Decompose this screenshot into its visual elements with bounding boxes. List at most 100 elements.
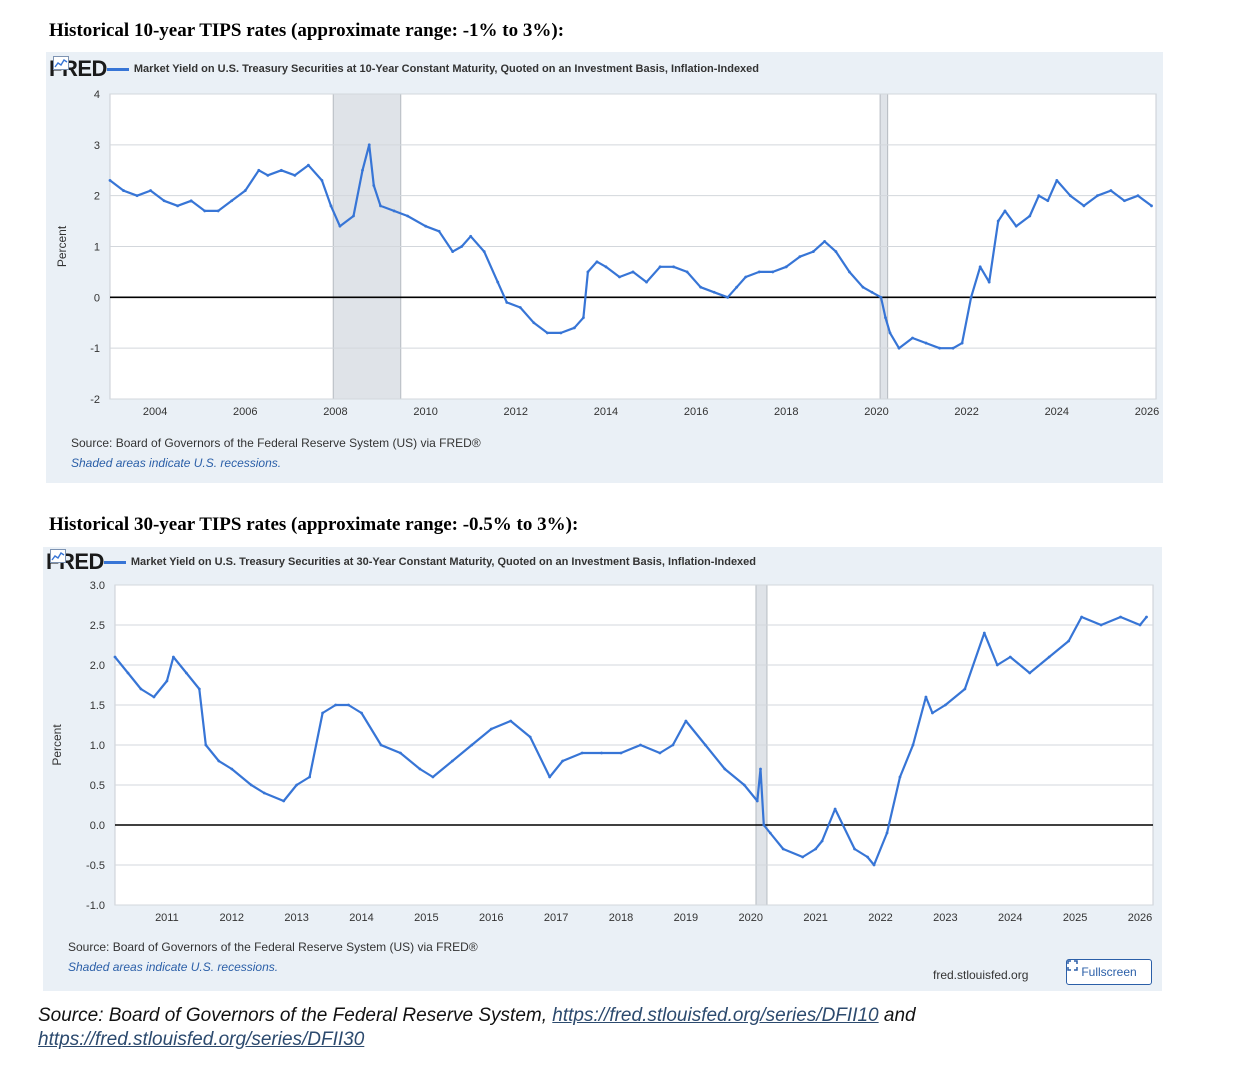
y-tick-label: 2 xyxy=(94,191,100,203)
data-point xyxy=(982,631,986,635)
y-tick-label: 3 xyxy=(94,140,100,152)
data-point xyxy=(1119,615,1122,619)
x-tick-label: 2026 xyxy=(1128,912,1152,924)
data-point xyxy=(1068,194,1072,198)
y-tick-label: -1.0 xyxy=(86,900,105,912)
x-tick-label: 2010 xyxy=(413,406,437,418)
data-point xyxy=(600,751,603,755)
data-point xyxy=(126,671,130,675)
data-point xyxy=(580,751,584,755)
data-point xyxy=(604,265,608,269)
data-point xyxy=(139,687,143,691)
data-point xyxy=(870,290,874,294)
data-point xyxy=(176,204,180,208)
legend-label: Market Yield on U.S. Treasury Securities… xyxy=(133,63,760,75)
data-point xyxy=(1138,623,1142,627)
data-point xyxy=(379,204,382,208)
data-point xyxy=(379,743,383,747)
x-tick-label: 2022 xyxy=(954,406,978,418)
data-point xyxy=(372,184,376,187)
data-point xyxy=(1008,655,1012,659)
data-point xyxy=(969,295,973,299)
data-point xyxy=(639,743,642,747)
data-point xyxy=(108,179,112,182)
data-point xyxy=(320,179,324,182)
data-point xyxy=(684,719,688,723)
data-point xyxy=(437,229,441,233)
data-point xyxy=(924,695,928,699)
data-point xyxy=(450,759,454,763)
data-point xyxy=(306,163,310,167)
data-point xyxy=(352,214,355,218)
x-tick-label: 2017 xyxy=(544,912,568,924)
data-point xyxy=(1123,199,1126,203)
x-tick-label: 2014 xyxy=(349,912,373,924)
dfii10-link[interactable]: https://fred.stlouisfed.org/series/DFII1… xyxy=(552,1005,879,1026)
data-point xyxy=(1099,623,1103,627)
data-point xyxy=(361,168,364,172)
x-tick-label: 2023 xyxy=(933,912,957,924)
y-tick-label: 1.5 xyxy=(90,700,105,712)
tips10-line-chart: 4 3 2 1 0 -1 -2 2004 2006 2008 2010 2012 2014 2016 201… xyxy=(55,89,1159,418)
data-point xyxy=(723,767,727,771)
data-point xyxy=(759,767,762,771)
data-point xyxy=(951,346,955,350)
dfii30-link[interactable]: https://fred.stlouisfed.org/series/DFII3… xyxy=(38,1029,365,1050)
data-point xyxy=(1136,194,1140,198)
data-point xyxy=(1037,194,1041,198)
y-tick-label: 3.0 xyxy=(90,580,105,592)
data-point xyxy=(1046,199,1050,203)
y-axis-label: Percent xyxy=(55,225,69,267)
data-point xyxy=(559,331,563,335)
data-point xyxy=(757,270,761,274)
data-point xyxy=(1150,204,1153,208)
data-point xyxy=(1047,655,1051,659)
y-tick-label: 1.0 xyxy=(90,740,105,752)
data-point xyxy=(762,823,766,827)
x-tick-label: 2021 xyxy=(803,912,827,924)
fullscreen-icon xyxy=(1067,960,1078,971)
data-point xyxy=(987,280,991,284)
data-point xyxy=(152,695,156,699)
data-point xyxy=(1028,214,1032,218)
data-point xyxy=(460,245,464,248)
data-point xyxy=(392,209,396,213)
x-tick-label: 2013 xyxy=(284,912,308,924)
data-point xyxy=(505,301,509,304)
data-point xyxy=(451,250,455,253)
data-point xyxy=(418,767,422,771)
data-point xyxy=(820,839,824,843)
data-point xyxy=(1028,671,1032,675)
tips10-chart-panel: FRED Market Yield on U.S. Treasury Secur… xyxy=(46,52,1163,483)
data-point xyxy=(406,214,409,218)
footer-prefix: Source: Board of Governors of the Federa… xyxy=(38,1005,553,1026)
data-point xyxy=(482,250,486,253)
data-point xyxy=(1055,179,1059,182)
chart2-header: FRED Market Yield on U.S. Treasury Secur… xyxy=(46,549,756,575)
data-point xyxy=(424,224,428,228)
data-point xyxy=(784,265,788,269)
tips30-line-chart: 3.0 2.5 2.0 1.5 1.0 0.5 0.0 -0.5 -1.0 2011 2012 201… xyxy=(50,580,1154,924)
data-point xyxy=(572,326,576,330)
data-point xyxy=(321,711,324,715)
data-point xyxy=(122,189,125,192)
data-point xyxy=(978,265,982,269)
x-tick-label: 2012 xyxy=(220,912,244,924)
data-point xyxy=(879,295,883,299)
data-point xyxy=(811,250,815,253)
data-point xyxy=(217,759,221,763)
x-tick-label: 2016 xyxy=(684,406,708,418)
fullscreen-button[interactable]: Fullscreen xyxy=(1066,959,1152,985)
data-point xyxy=(243,189,247,192)
site-link[interactable]: fred.stlouisfed.org xyxy=(933,968,1029,982)
footer-and: and xyxy=(878,1005,916,1026)
data-point xyxy=(888,331,892,335)
y-tick-label: -2 xyxy=(90,394,100,406)
data-point xyxy=(744,275,748,279)
data-point xyxy=(532,321,536,325)
data-point xyxy=(931,711,934,715)
data-point xyxy=(586,270,590,274)
data-point xyxy=(162,199,166,203)
data-point xyxy=(399,751,402,755)
x-tick-label: 2014 xyxy=(594,406,618,418)
